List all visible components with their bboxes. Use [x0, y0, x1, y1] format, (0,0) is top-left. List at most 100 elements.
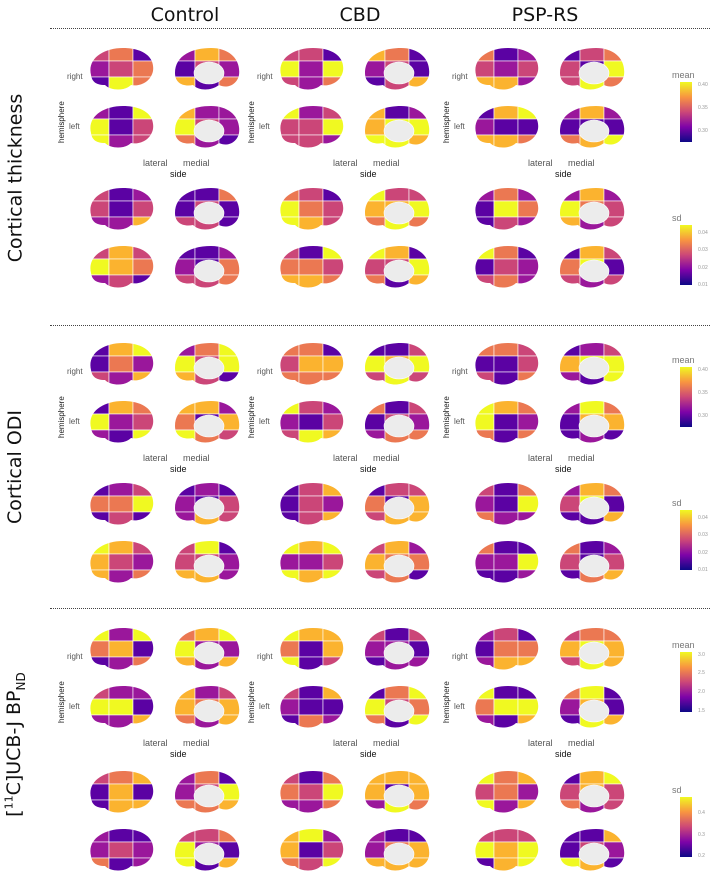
brain-lateral-right	[275, 768, 347, 814]
lateral-label: lateral	[333, 738, 358, 748]
brain-lateral-left	[85, 243, 157, 289]
brain-medial-left	[556, 398, 628, 444]
separator-2	[50, 608, 710, 609]
medial-label: medial	[373, 453, 400, 463]
brain-medial-right	[556, 625, 628, 671]
right-label: right	[257, 367, 273, 376]
brain-lateral-right	[85, 185, 157, 231]
brain-medial-right	[361, 480, 433, 526]
lateral-label: lateral	[528, 738, 553, 748]
hemisphere-label: hemisphere	[442, 681, 451, 723]
lateral-label: lateral	[333, 453, 358, 463]
side-label: side	[170, 169, 187, 179]
brain-lateral-right	[85, 625, 157, 671]
side-label: side	[555, 169, 572, 179]
row-title-ucbj: [11C]UCB-J BPND	[2, 672, 28, 817]
brain-lateral-left	[470, 538, 542, 584]
brain-medial-right	[171, 45, 243, 91]
hemisphere-label: hemisphere	[57, 101, 66, 143]
legend-thickness-mean: mean 0.40 0.35 0.30	[672, 70, 712, 160]
brain-lateral-right	[470, 340, 542, 386]
side-label: side	[360, 749, 377, 759]
right-label: right	[452, 367, 468, 376]
left-label: left	[259, 417, 270, 426]
brain-lateral-left	[470, 103, 542, 149]
brain-lateral-right	[85, 768, 157, 814]
brain-medial-right	[556, 480, 628, 526]
hemisphere-label: hemisphere	[247, 681, 256, 723]
brain-medial-right	[171, 768, 243, 814]
row-title-thickness: Cortical thickness	[4, 93, 26, 262]
left-label: left	[454, 122, 465, 131]
right-label: right	[452, 72, 468, 81]
left-label: left	[454, 702, 465, 711]
medial-label: medial	[183, 738, 210, 748]
brain-medial-left	[361, 538, 433, 584]
brain-lateral-right	[275, 480, 347, 526]
left-label: left	[69, 702, 80, 711]
brain-medial-right	[171, 185, 243, 231]
medial-label: medial	[373, 738, 400, 748]
brain-medial-right	[556, 185, 628, 231]
brain-lateral-right	[470, 768, 542, 814]
column-title-control: Control	[150, 4, 220, 26]
medial-label: medial	[183, 453, 210, 463]
brain-medial-left	[361, 826, 433, 872]
side-label: side	[170, 749, 187, 759]
left-label: left	[69, 122, 80, 131]
hemisphere-label: hemisphere	[57, 681, 66, 723]
brain-lateral-right	[85, 480, 157, 526]
brain-medial-left	[171, 398, 243, 444]
right-label: right	[67, 72, 83, 81]
hemisphere-label: hemisphere	[442, 396, 451, 438]
side-label: side	[555, 749, 572, 759]
brain-lateral-left	[85, 538, 157, 584]
brain-lateral-right	[470, 480, 542, 526]
brain-medial-left	[361, 398, 433, 444]
hemisphere-label: hemisphere	[247, 101, 256, 143]
brain-medial-left	[171, 683, 243, 729]
brain-medial-right	[361, 340, 433, 386]
right-label: right	[67, 652, 83, 661]
column-title-cbd: CBD	[339, 4, 381, 26]
legend-ucbj-sd: sd 0.4 0.3 0.2	[672, 785, 705, 859]
brain-medial-right	[361, 45, 433, 91]
brain-medial-left	[556, 538, 628, 584]
side-label: side	[360, 169, 377, 179]
brain-lateral-right	[275, 185, 347, 231]
brain-medial-left	[556, 683, 628, 729]
separator-1	[50, 325, 710, 326]
medial-label: medial	[568, 158, 595, 168]
lateral-label: lateral	[143, 453, 168, 463]
brain-lateral-right	[470, 185, 542, 231]
brain-lateral-right	[275, 625, 347, 671]
brain-lateral-left	[470, 683, 542, 729]
lateral-label: lateral	[333, 158, 358, 168]
column-title-psp-rs: PSP-RS	[511, 4, 579, 26]
brain-lateral-right	[85, 45, 157, 91]
medial-label: medial	[568, 453, 595, 463]
lateral-label: lateral	[143, 738, 168, 748]
side-label: side	[170, 464, 187, 474]
medial-label: medial	[373, 158, 400, 168]
brain-medial-right	[171, 340, 243, 386]
brain-medial-left	[171, 538, 243, 584]
left-label: left	[69, 417, 80, 426]
brain-medial-right	[171, 625, 243, 671]
brain-lateral-right	[275, 340, 347, 386]
brain-medial-left	[361, 243, 433, 289]
hemisphere-label: hemisphere	[247, 396, 256, 438]
brain-medial-left	[556, 243, 628, 289]
right-label: right	[452, 652, 468, 661]
medial-label: medial	[568, 738, 595, 748]
brain-lateral-left	[470, 826, 542, 872]
brain-medial-right	[556, 45, 628, 91]
brain-lateral-right	[275, 45, 347, 91]
brain-medial-left	[361, 683, 433, 729]
right-label: right	[257, 652, 273, 661]
left-label: left	[259, 122, 270, 131]
lateral-label: lateral	[143, 158, 168, 168]
brain-medial-left	[556, 103, 628, 149]
brain-lateral-left	[85, 826, 157, 872]
brain-medial-right	[361, 625, 433, 671]
